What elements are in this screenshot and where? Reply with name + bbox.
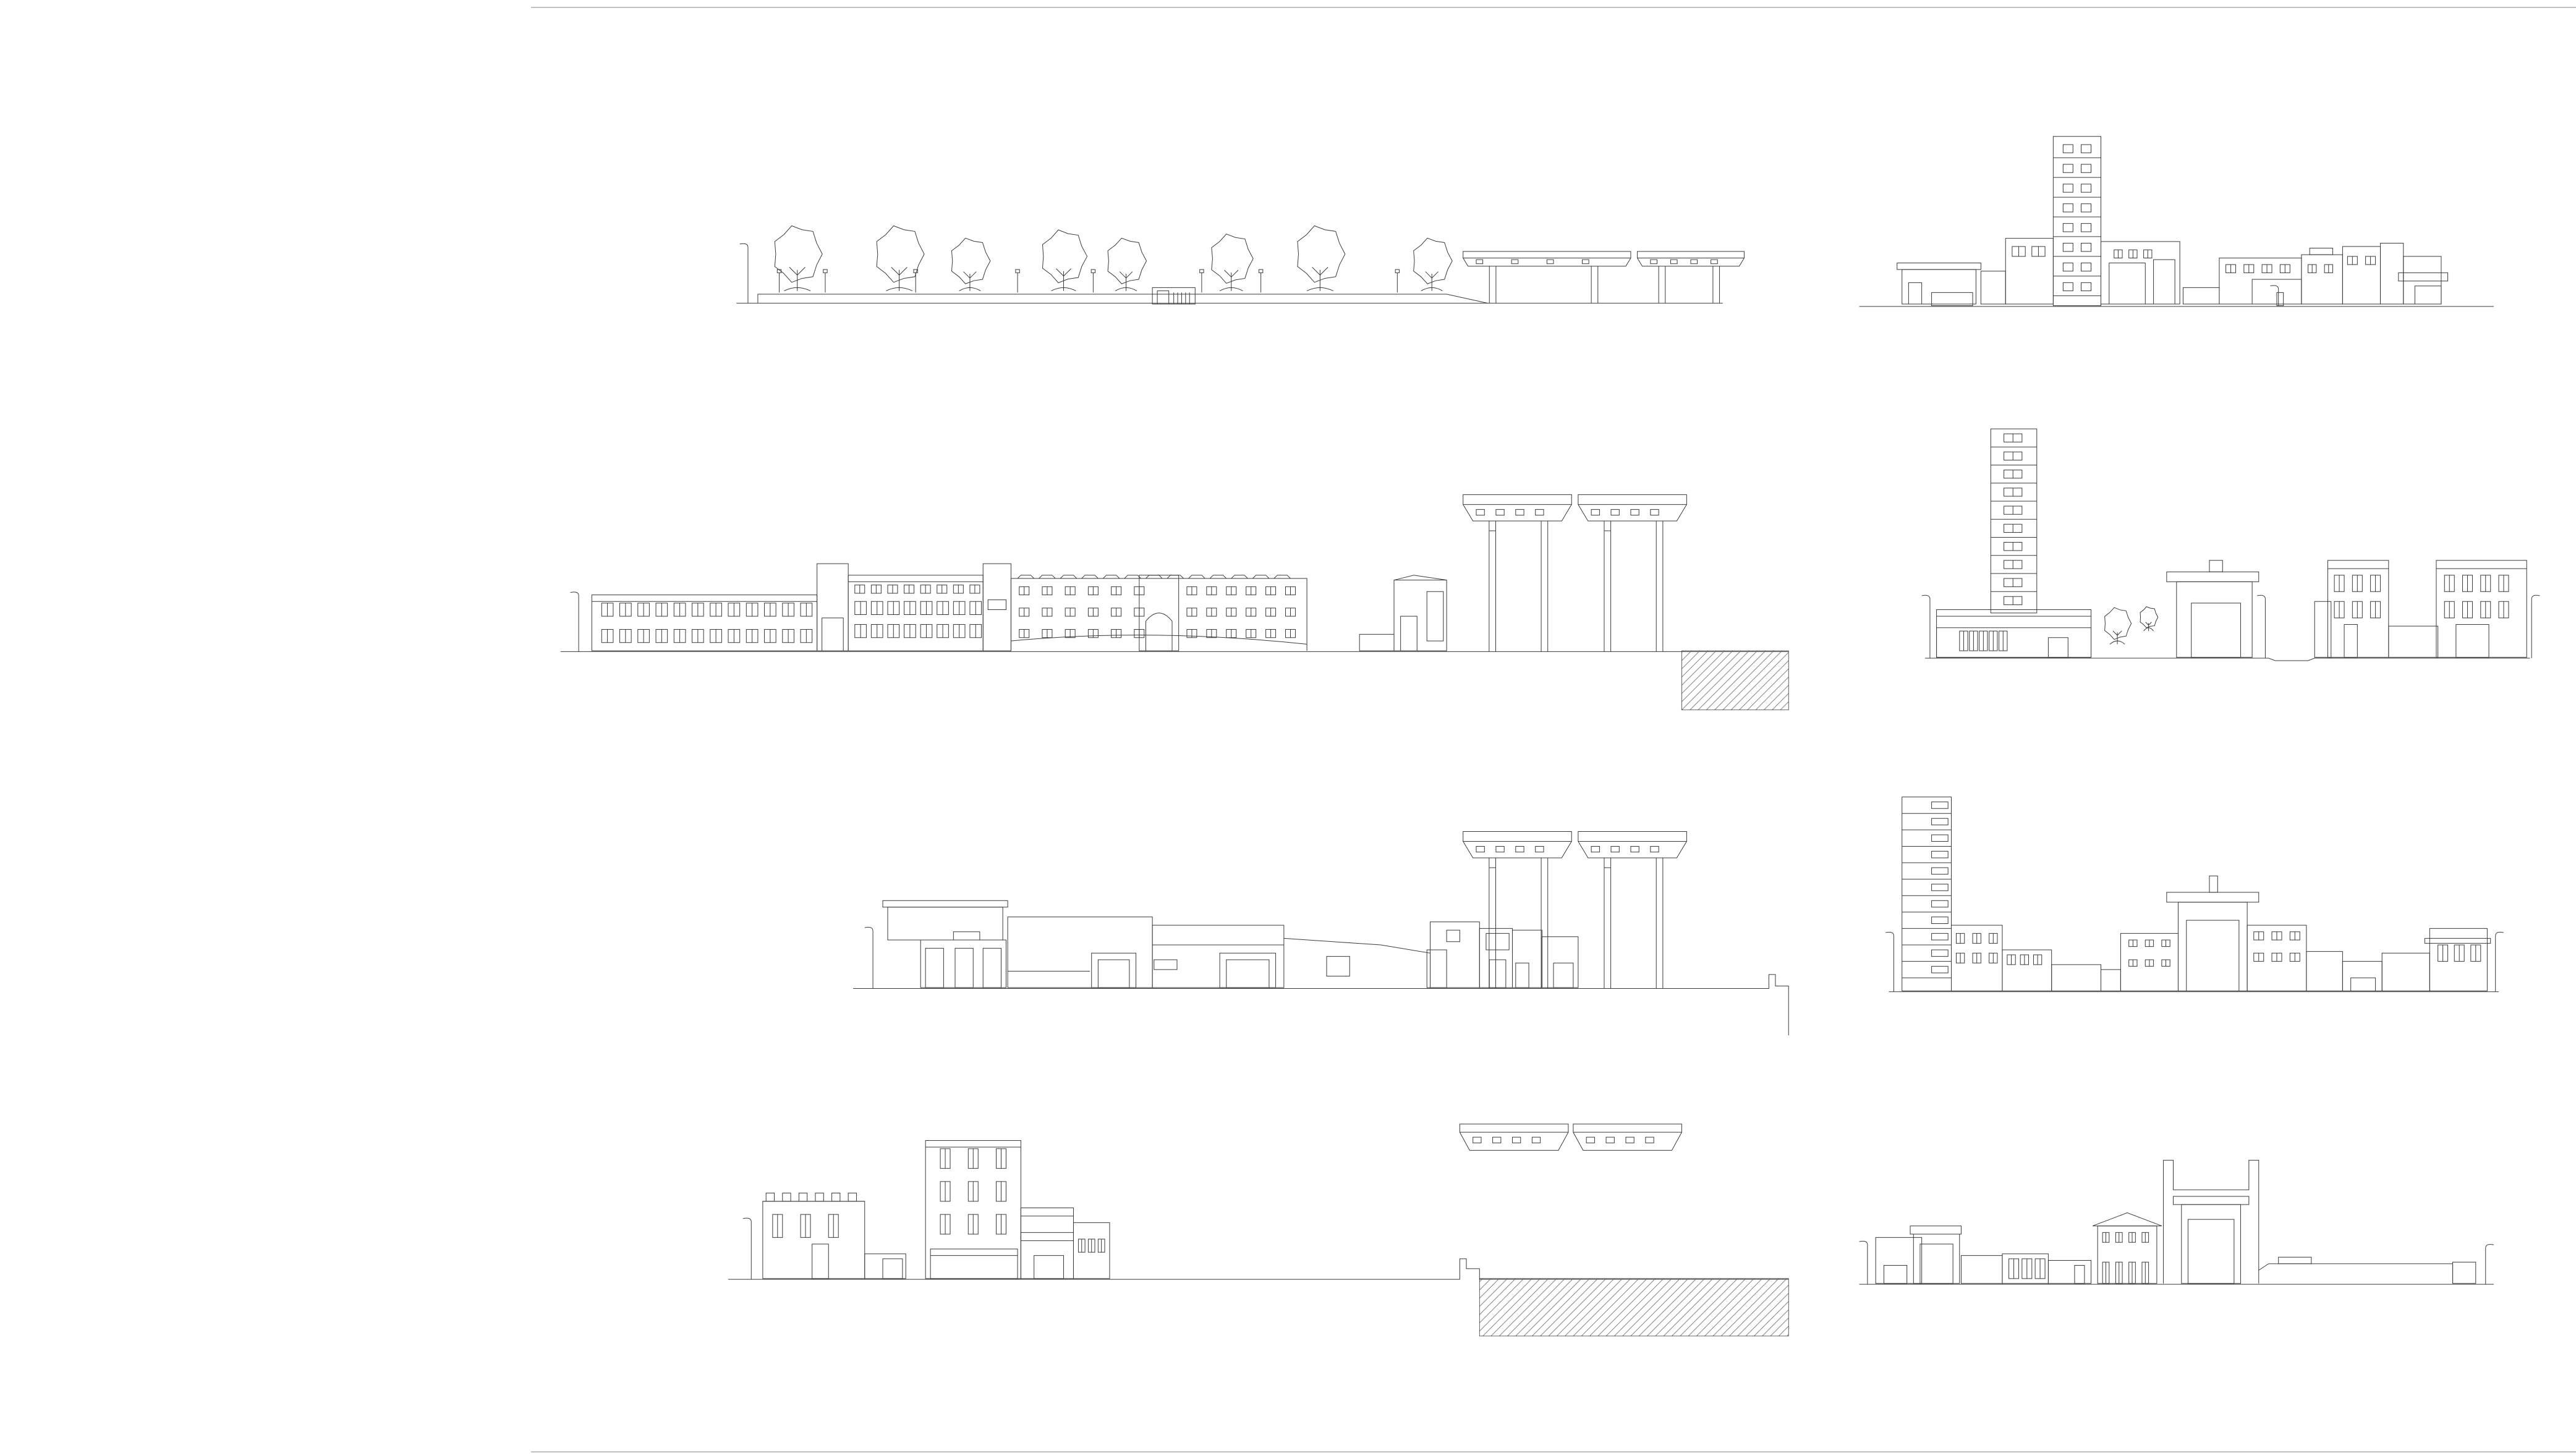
street-lamp-icon [1922,595,1930,658]
mid-block [2101,242,2219,304]
elevation-row2-right [1922,429,2540,661]
street-lamp-icon [2531,595,2540,658]
elevation-row4-left [728,1124,1788,1336]
street-lamp-icon [1091,269,1095,292]
tree-icon [1298,226,1345,290]
elevation-row3-right [1885,797,2504,992]
viaduct-deck [1460,1124,1681,1151]
section-hatch [1681,651,1788,710]
pavilion [1897,239,2054,306]
row-houses [1951,925,2120,991]
street-lamp-icon [2486,1245,2494,1284]
sheet-frame [531,7,2576,1452]
villa [763,1193,906,1279]
apartment-block [2436,561,2527,658]
viaduct-pier [1463,832,1572,989]
portal-gate [2167,561,2259,658]
elevation-row1-left [736,226,1744,304]
viaduct-pier [1578,832,1687,989]
elevation-row2-left [561,494,1788,709]
tower-block [2053,137,2101,306]
elevation-row4-right [1860,1160,2494,1284]
street-lamp-icon [2257,595,2265,658]
street-lamp-icon [1016,269,1019,292]
street-lamp-icon [1395,269,1399,292]
kiosk [1152,287,1195,304]
street-lamp-icon [865,927,873,988]
tree-icon [1212,234,1253,291]
tree-icon [1108,238,1146,290]
tower-block [1991,429,2036,613]
tree-icon [775,226,822,290]
low-rise-houses [2219,243,2448,306]
street-lamp-icon [1885,932,1894,991]
street-lamp-icon [571,592,579,651]
small-house [1359,575,1447,651]
shops [2120,925,2490,991]
street-lamp-icon [823,269,827,292]
street-lamp-icon [743,1218,751,1279]
tree-icon [1042,230,1087,291]
warehouse [883,900,1152,988]
tree-icon [1414,238,1452,290]
tree-icon [951,238,990,290]
street-lamp-icon [2270,286,2278,306]
tree-icon [2140,607,2158,631]
street-lamp-icon [2496,932,2504,991]
apartment-block [2315,561,2438,658]
base-building [1937,610,2091,658]
wall [2259,1257,2476,1284]
annex [1021,1208,1110,1278]
hangar-sheds [1152,925,1430,988]
section-hatch [1479,1279,1788,1336]
street-lamp-icon [1200,269,1204,292]
elevation-row1-right [1860,137,2494,307]
elevation-row3-left [853,832,1788,1036]
viaduct-pier [1578,494,1687,651]
viaduct-icon [1638,252,1745,303]
viaduct-pier [1463,494,1572,651]
apartment-building [925,1140,1021,1278]
street-lamp-icon [1860,1241,1868,1284]
small-houses [1427,922,1578,988]
office-block [1011,575,1307,651]
street-lamp-icon [777,269,781,292]
tree-icon [877,226,924,290]
viaduct-icon [1463,252,1631,303]
temple-pavilion [2002,1213,2162,1283]
tower-block [1902,797,1952,991]
portal-gate [2164,1160,2259,1283]
garage [1876,1226,2002,1284]
street-lamp-icon [1259,269,1262,292]
tree-icon [2105,607,2132,644]
street-lamp-icon [740,243,748,303]
street-lamp-icon [914,269,917,292]
long-industrial-building [592,564,1011,651]
portal-gate [2167,876,2259,991]
